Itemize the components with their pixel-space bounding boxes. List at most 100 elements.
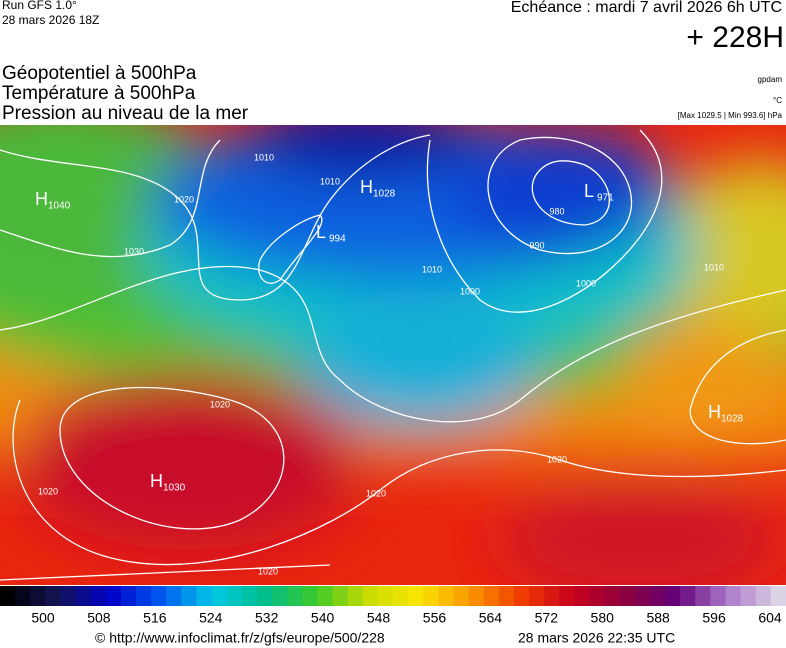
colorbar-tick-label: 540 (311, 610, 335, 626)
colorbar-swatch (211, 586, 228, 606)
colorbar-swatch (136, 586, 152, 606)
colorbar-swatch (649, 586, 666, 606)
isobar-label: 1010 (320, 176, 340, 186)
isobar-label: 990 (529, 240, 544, 250)
isobar-label: 1010 (254, 152, 274, 162)
colorbar-swatch (513, 586, 530, 606)
map-field (0, 125, 786, 585)
colorbar-swatch (256, 586, 273, 606)
colorbar-tick-label: 516 (143, 610, 167, 626)
colorbar-swatch (423, 586, 439, 606)
colorbar-swatch (559, 586, 575, 606)
unit: [Max 1029.5 | Min 993.6] hPa (678, 111, 783, 120)
isobar-label: 1020 (547, 454, 567, 464)
colorbar-swatch (226, 586, 243, 606)
colorbar-swatch (408, 586, 424, 606)
isobar-label: 1030 (124, 246, 144, 256)
title: Géopotentiel à 500hPa (2, 63, 197, 84)
colorbar-swatch (483, 586, 500, 606)
colorbar-swatch (30, 586, 46, 606)
colorbar-swatch (287, 586, 303, 606)
colorbar-swatch (604, 586, 621, 606)
isobar-label: 1010 (704, 262, 724, 272)
colorbar-swatch (498, 586, 515, 606)
colorbar-swatch (665, 586, 681, 606)
colorbar-swatch (634, 586, 651, 606)
colorbar-swatch (332, 586, 349, 606)
source-url: © http://www.infoclimat.fr/z/gfs/europe/… (95, 630, 385, 646)
colorbar-swatch (589, 586, 606, 606)
colorbar-tick-label: 604 (758, 610, 782, 626)
colorbar-tick-label: 532 (255, 610, 279, 626)
center-value: 1040 (48, 201, 71, 212)
colorbar-swatch (710, 586, 727, 606)
run-date: 28 mars 2026 18Z (2, 13, 99, 27)
center-value: 1030 (163, 483, 186, 494)
title: Température à 500hPa (2, 83, 196, 104)
colorbar-swatch (544, 586, 560, 606)
colorbar-tick-label: 596 (702, 610, 726, 626)
colorbar-tick-label: 580 (591, 610, 615, 626)
colorbar-swatch (15, 586, 31, 606)
isobars (0, 129, 786, 581)
colorbar-swatch (302, 586, 318, 606)
lead-time: + 228H (686, 21, 784, 54)
colorbar-tick-label: 524 (199, 610, 223, 626)
colorbar-swatch (725, 586, 742, 606)
unit: °C (773, 96, 782, 105)
footer-date: 28 mars 2026 22:35 UTC (518, 630, 675, 646)
colorbar-swatch (166, 586, 182, 606)
colorbar-tick-label: 564 (479, 610, 503, 626)
center-value: 971 (597, 193, 614, 204)
center-kind: H (708, 402, 721, 422)
title: Pression au niveau de la mer (2, 103, 249, 124)
isobar-label: 1010 (422, 264, 442, 274)
isobar-label: 1020 (210, 399, 230, 409)
isobar-label: 980 (549, 206, 564, 216)
colorbar-swatch (740, 586, 757, 606)
colorbar-swatch (377, 586, 394, 606)
colorbar-swatch (770, 586, 786, 606)
colorbar-tick-label: 588 (646, 610, 670, 626)
center-kind: L (584, 181, 594, 201)
colorbar-tick-label: 500 (31, 610, 55, 626)
center-kind: H (360, 177, 373, 197)
center-kind: H (150, 471, 163, 491)
colorbar-swatch (60, 586, 77, 606)
colorbar-swatch (574, 586, 590, 606)
center-value: 994 (329, 234, 346, 245)
colorbar-swatch (45, 586, 61, 606)
isobar-label: 1000 (460, 286, 480, 296)
colorbar-swatch (393, 586, 409, 606)
colorbar-tick-label: 508 (87, 610, 111, 626)
colorbar-swatch (755, 586, 772, 606)
isobar-label: 1020 (258, 566, 278, 576)
isobar-label: 1000 (576, 278, 596, 288)
colorbar-swatch (347, 586, 364, 606)
isobar-label: 1020 (38, 486, 58, 496)
valid-time: Echéance : mardi 7 avril 2026 6h UTC (511, 0, 782, 16)
colorbar-swatch (695, 586, 711, 606)
colorbar-tick-label: 572 (535, 610, 559, 626)
colorbar-swatch (151, 586, 167, 606)
center-value: 1028 (721, 414, 744, 425)
center-value: 1028 (373, 189, 396, 200)
colorbar-swatch (90, 586, 107, 606)
colorbar-swatch (529, 586, 545, 606)
colorbar-swatch (105, 586, 122, 606)
colorbar-swatch (196, 586, 213, 606)
colorbar-swatch (438, 586, 454, 606)
isobar-label: 1020 (174, 194, 194, 204)
colorbar-swatch (181, 586, 197, 606)
colorbar-swatch (317, 586, 334, 606)
run-label: Run GFS 1.0° (2, 0, 77, 12)
colorbar-swatch (680, 586, 696, 606)
colorbar-swatch (619, 586, 636, 606)
colorbar-swatch (453, 586, 470, 606)
colorbar-tick-label: 548 (367, 610, 391, 626)
colorbar-swatch (0, 586, 16, 606)
colorbar-swatch (241, 586, 258, 606)
center-kind: H (35, 189, 48, 209)
